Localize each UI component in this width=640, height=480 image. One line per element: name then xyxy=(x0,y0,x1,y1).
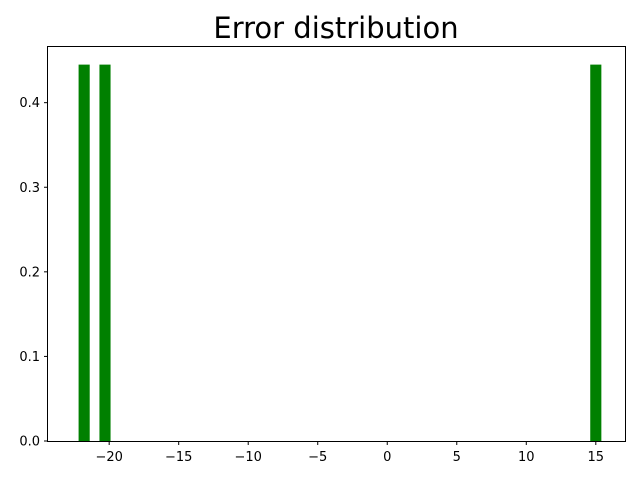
x-tick-label-2: −10 xyxy=(234,450,261,465)
chart-title: Error distribution xyxy=(213,11,458,45)
bar-2 xyxy=(590,64,602,442)
y-tick-label-4: 0.4 xyxy=(19,96,40,111)
y-tick-label-1: 0.1 xyxy=(19,350,40,365)
x-axis-ticks: −20 −15 −10 −5 0 5 10 15 xyxy=(95,441,604,465)
x-tick-label-6: 10 xyxy=(518,450,535,465)
bar-1 xyxy=(99,64,111,442)
y-tick-label-0: 0.0 xyxy=(19,435,40,450)
x-tick-label-5: 5 xyxy=(453,450,461,465)
x-tick-label-0: −20 xyxy=(95,450,122,465)
y-tick-label-3: 0.3 xyxy=(19,181,40,196)
y-axis-ticks: 0.0 0.1 0.2 0.3 0.4 xyxy=(19,96,48,450)
x-tick-label-7: 15 xyxy=(588,450,605,465)
y-tick-label-2: 0.2 xyxy=(19,265,40,280)
x-tick-label-3: −5 xyxy=(308,450,327,465)
x-tick-label-1: −15 xyxy=(165,450,192,465)
bar-0 xyxy=(78,64,90,442)
bars xyxy=(78,64,602,442)
plot-frame xyxy=(47,46,626,442)
x-tick-label-4: 0 xyxy=(383,450,391,465)
